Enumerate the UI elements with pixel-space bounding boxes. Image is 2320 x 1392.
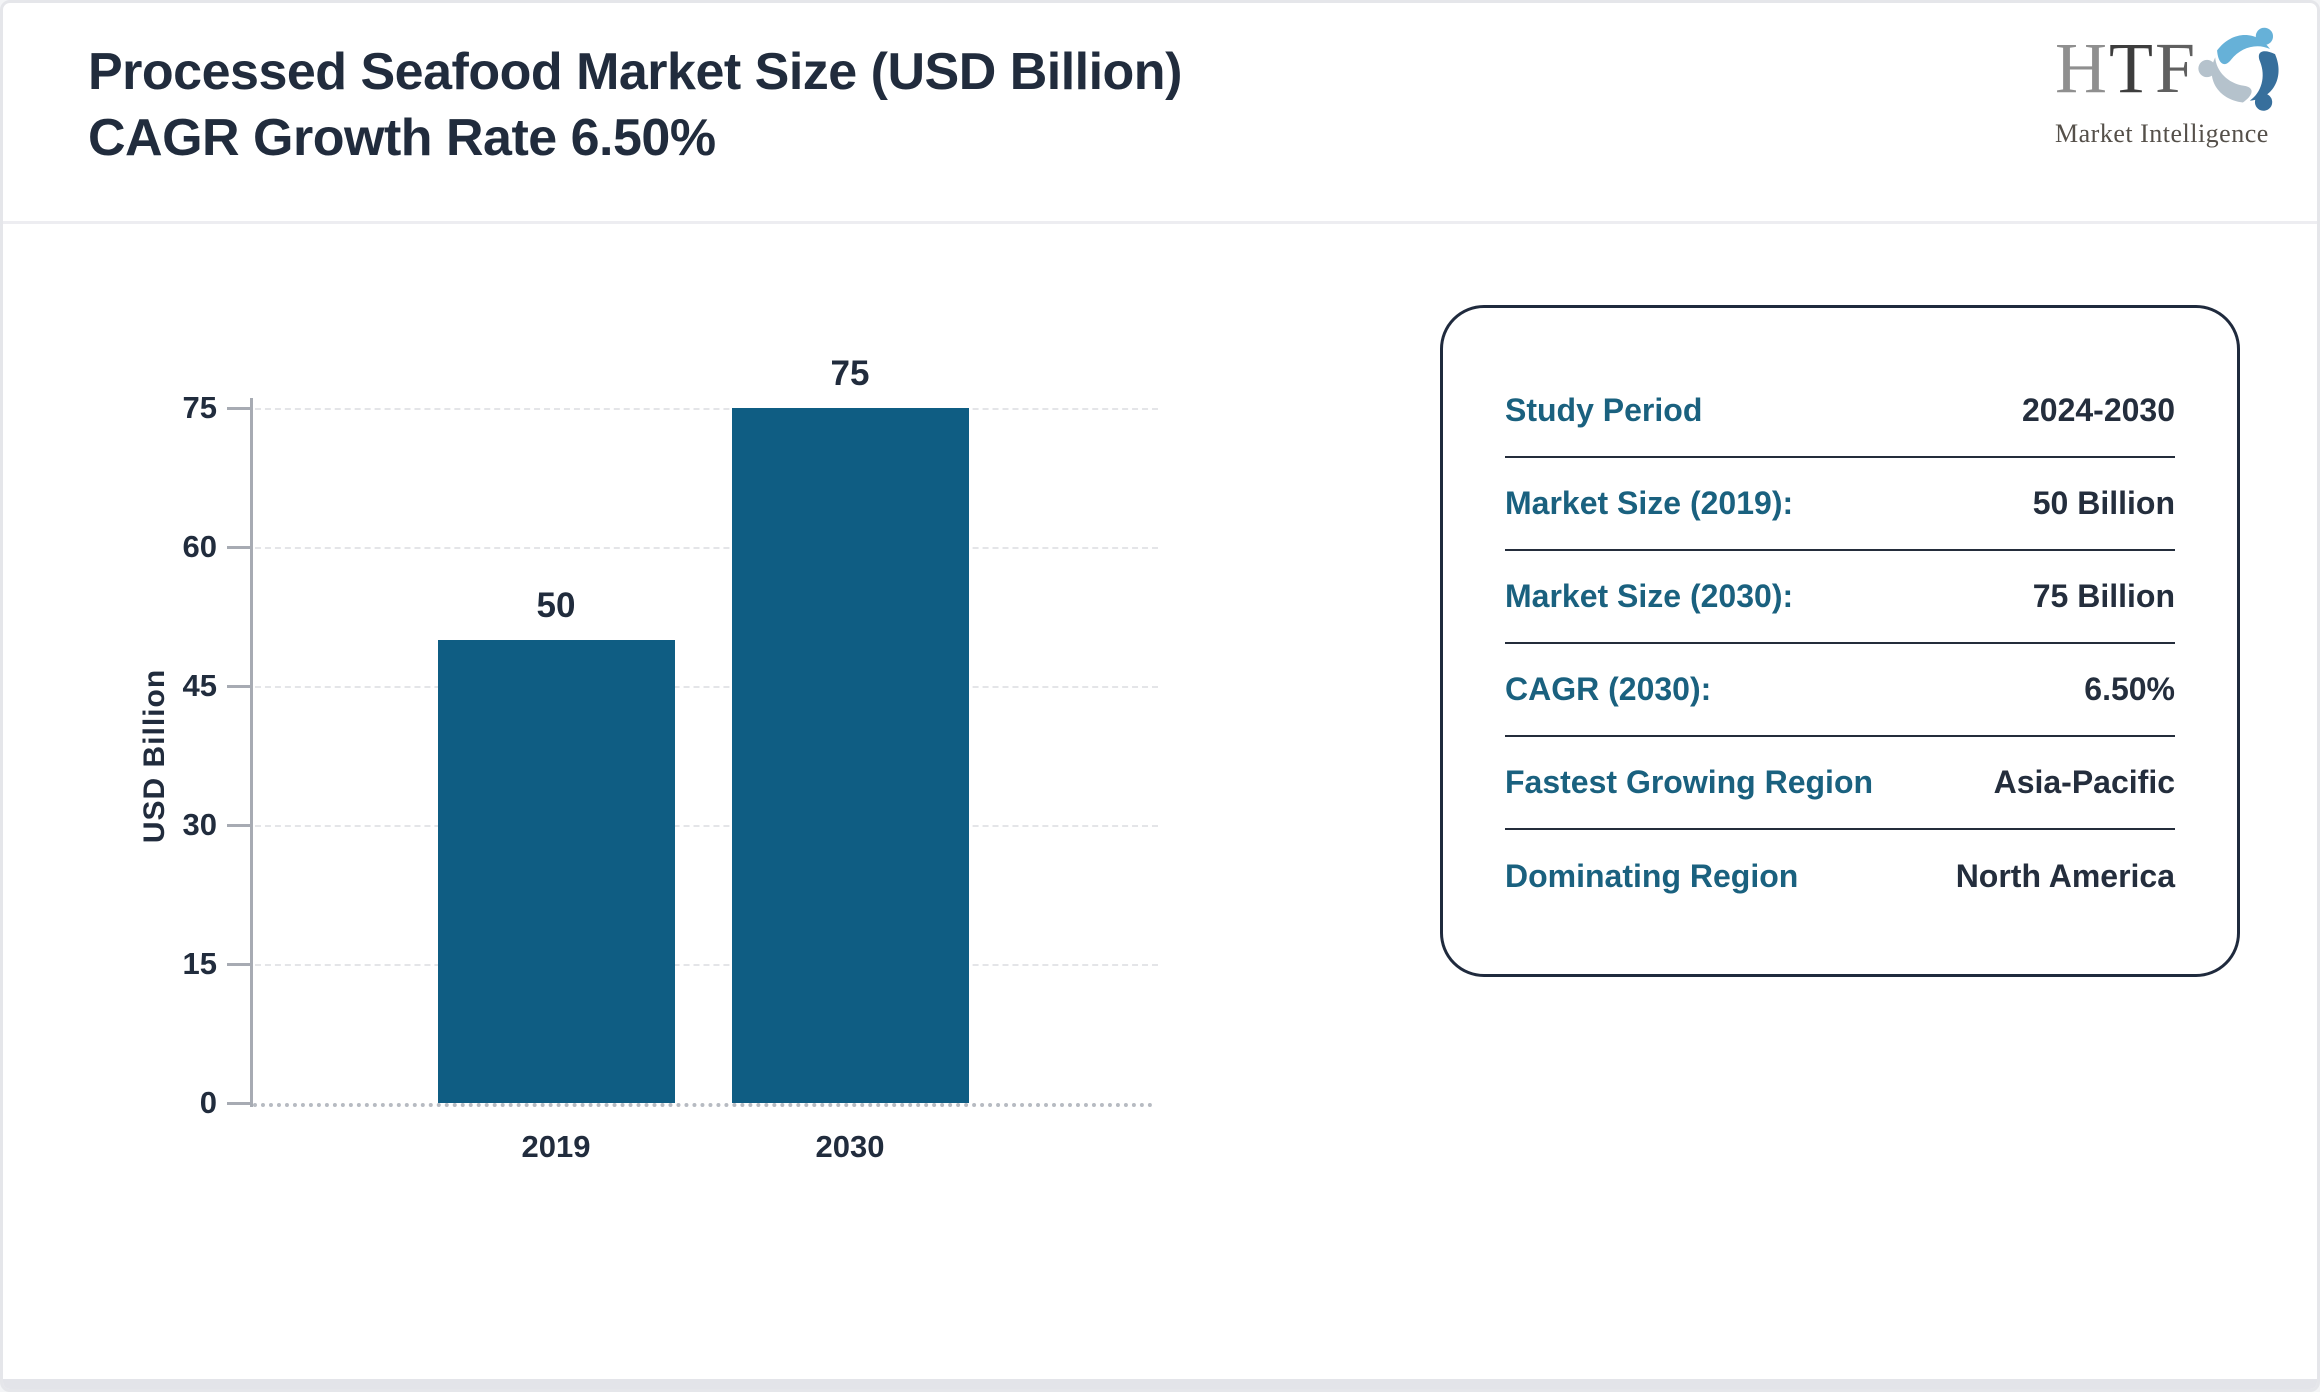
page-title-line2: CAGR Growth Rate 6.50% <box>88 109 716 167</box>
info-row-value: 75 Billion <box>2032 578 2175 614</box>
logo-letter-h: H <box>2055 28 2109 108</box>
info-row: Study Period 2024-2030 <box>1505 365 2175 458</box>
y-axis-line <box>250 398 253 1107</box>
info-row-label: Dominating Region <box>1505 858 1799 894</box>
bottom-edge-strip <box>3 1379 2317 1389</box>
info-row: Market Size (2019): 50 Billion <box>1505 458 2175 551</box>
info-row-value: 50 Billion <box>2032 485 2175 521</box>
grid-line <box>255 964 1158 966</box>
info-row-label: CAGR (2030): <box>1505 671 1712 707</box>
y-tick-mark <box>227 685 253 688</box>
info-row-label: Fastest Growing Region <box>1505 764 1874 800</box>
htf-logo-text: HTF <box>2055 28 2198 108</box>
logo-letter-t: T <box>2109 28 2155 108</box>
bar <box>731 408 969 1103</box>
htf-logo: HTF Market Inte <box>2055 27 2305 149</box>
x-tick-label: 2030 <box>815 1129 885 1164</box>
info-panel: Study Period 2024-2030 Market Size (2019):… <box>1440 305 2240 977</box>
grid-line <box>255 686 1158 688</box>
info-row: Dominating Region North America <box>1505 830 2175 923</box>
htf-logo-subtitle: Market Intelligence <box>2055 119 2269 148</box>
header-divider <box>3 221 2317 224</box>
y-tick-label: 75 <box>182 390 217 425</box>
y-tick-mark <box>227 407 253 410</box>
htf-swirl-icon <box>2198 27 2279 111</box>
y-tick-mark <box>227 1102 253 1105</box>
info-row: CAGR (2030): 6.50% <box>1505 644 2175 737</box>
x-tick-label: 2019 <box>521 1129 591 1164</box>
y-tick-label: 45 <box>182 668 217 703</box>
info-row-value: 2024-2030 <box>2021 392 2175 428</box>
y-tick-label: 30 <box>182 807 217 842</box>
y-tick-mark <box>227 963 253 966</box>
info-row-label: Market Size (2030): <box>1505 578 1794 614</box>
info-row-label: Study Period <box>1505 392 1703 428</box>
info-row: Fastest Growing Region Asia-Pacific <box>1505 737 2175 830</box>
bar-value-label: 50 <box>536 585 576 625</box>
bar-chart-plot-area: USD Billion 0 15 30 45 60 75 50 2019 75 2030 <box>138 354 1158 1164</box>
info-panel-rows: Study Period 2024-2030 Market Size (2019):… <box>1505 365 2175 923</box>
y-tick-label: 15 <box>182 946 217 981</box>
y-tick-label: 60 <box>182 529 217 564</box>
page-title-line1: Processed Seafood Market Size (USD Billi… <box>88 43 1182 101</box>
grid-line <box>255 408 1158 410</box>
page-title: Processed Seafood Market Size (USD Billi… <box>88 39 1182 171</box>
grid-line <box>255 547 1158 549</box>
info-row-value: Asia-Pacific <box>1993 764 2175 800</box>
info-row-value: 6.50% <box>2084 671 2175 707</box>
info-row-value: North America <box>1955 858 2175 894</box>
logo-letter-f: F <box>2154 28 2198 108</box>
bar-value-label: 75 <box>830 354 870 393</box>
y-tick-mark <box>227 546 253 549</box>
bar <box>437 639 675 1103</box>
htf-logo-lockup: HTF <box>2055 27 2305 117</box>
y-tick-mark <box>227 824 253 827</box>
grid-line <box>255 825 1158 827</box>
y-tick-label: 0 <box>199 1085 217 1120</box>
info-row: Market Size (2030): 75 Billion <box>1505 551 2175 644</box>
info-row-label: Market Size (2019): <box>1505 485 1794 521</box>
